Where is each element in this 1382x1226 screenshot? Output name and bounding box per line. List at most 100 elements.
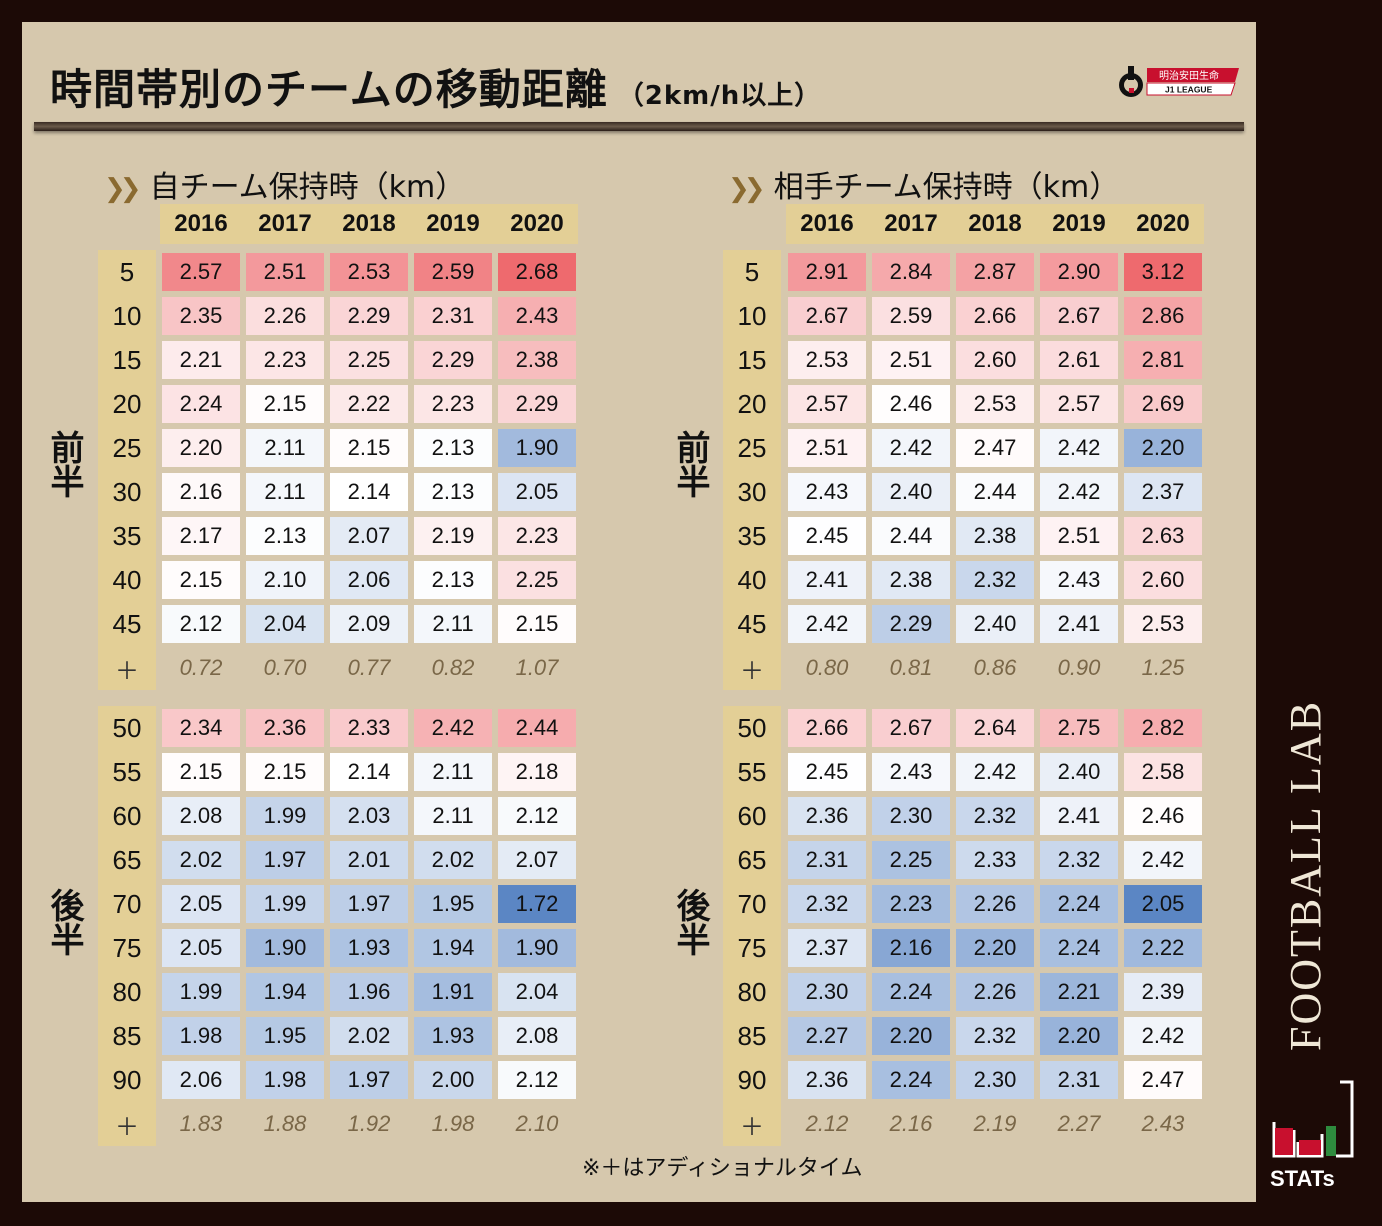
heatmap-cell: 1.94: [414, 929, 492, 967]
minute-label: 25: [737, 432, 767, 463]
minute-label: 90: [737, 1064, 767, 1095]
additional-time-value: 0.72: [179, 655, 223, 680]
heatmap-cell: 2.32: [956, 1017, 1034, 1055]
minute-label: 45: [112, 608, 142, 639]
heatmap-cell: 2.51: [1040, 517, 1118, 555]
year-header: 2016: [800, 210, 854, 237]
heatmap-cell: 1.90: [498, 429, 576, 467]
minute-label: 60: [737, 800, 767, 831]
additional-time-label: ＋: [740, 657, 764, 685]
heatmap-cell: 2.87: [956, 253, 1034, 291]
year-header-band: [786, 204, 1204, 244]
heatmap-cell: 2.53: [1124, 605, 1202, 643]
heatmap-cell: 2.44: [956, 473, 1034, 511]
heatmap-cell: 2.29: [414, 341, 492, 379]
heatmap-cell: 2.60: [956, 341, 1034, 379]
heatmap-cell: 2.12: [162, 605, 240, 643]
minute-label: 5: [744, 256, 760, 287]
half-label-first-right: 前半: [670, 430, 710, 498]
heatmap-cell: 1.96: [330, 973, 408, 1011]
heatmap-cell: 2.37: [1124, 473, 1202, 511]
half-label-first-left: 前半: [44, 430, 84, 498]
heatmap-cell: 2.31: [788, 841, 866, 879]
footnote: ※＋はアディショナルタイム: [582, 1156, 863, 1181]
heatmap-cell: 2.86: [1124, 297, 1202, 335]
heatmap-cell: 2.41: [1040, 797, 1118, 835]
heatmap-cell: 2.04: [246, 605, 324, 643]
heatmap-cell: 2.42: [956, 753, 1034, 791]
additional-time-value: 1.25: [1141, 655, 1185, 680]
heatmap-cell: 2.20: [1124, 429, 1202, 467]
heatmap-cell: 2.57: [162, 253, 240, 291]
heatmap-cell: 2.13: [246, 517, 324, 555]
title-text: 時間帯別のチームの移動距離: [50, 65, 608, 114]
heatmap-cell: 2.22: [1124, 929, 1202, 967]
minute-label-column: [98, 250, 156, 690]
minute-label-column: [723, 706, 781, 1146]
heatmap-cell: 2.18: [498, 753, 576, 791]
heatmap-cell: 2.25: [330, 341, 408, 379]
heatmap-cell: 2.36: [246, 709, 324, 747]
heatmap-cell: 2.06: [330, 561, 408, 599]
minute-label: 30: [737, 476, 767, 507]
heatmap-cell: 2.67: [788, 297, 866, 335]
section-title-own-text: 自チーム保持時（km）: [149, 170, 466, 205]
heatmap-cell: 2.09: [330, 605, 408, 643]
heatmap-cell: 2.36: [788, 1061, 866, 1099]
minute-label: 90: [112, 1064, 142, 1095]
heatmap-cell: 2.23: [498, 517, 576, 555]
minute-label: 30: [112, 476, 142, 507]
section-title-opponent-text: 相手チーム保持時（km）: [773, 170, 1120, 205]
additional-time-value: 1.98: [431, 1111, 475, 1136]
heatmap-cell: 1.97: [330, 885, 408, 923]
year-header: 2018: [968, 210, 1022, 237]
heatmap-cell: 2.31: [1040, 1061, 1118, 1099]
additional-time-value: 2.12: [805, 1111, 849, 1136]
additional-time-value: 2.16: [889, 1111, 933, 1136]
heatmap-cell: 2.43: [788, 473, 866, 511]
heatmap-cell: 2.23: [414, 385, 492, 423]
heatmap-cell: 2.84: [872, 253, 950, 291]
heatmap-cell: 2.57: [1040, 385, 1118, 423]
heatmap-cell: 2.10: [246, 561, 324, 599]
heatmap-cell: 1.99: [162, 973, 240, 1011]
heatmap-cell: 2.66: [956, 297, 1034, 335]
heatmap-cell: 2.31: [414, 297, 492, 335]
minute-label: 65: [112, 844, 142, 875]
heatmap-cell: 2.20: [1040, 1017, 1118, 1055]
heatmap-cell: 2.42: [414, 709, 492, 747]
heatmap-cell: 2.20: [956, 929, 1034, 967]
heatmap-cell: 2.04: [498, 973, 576, 1011]
additional-time-label: ＋: [115, 1113, 139, 1141]
heatmap-cell: 2.08: [162, 797, 240, 835]
heatmap-cell: 2.14: [330, 473, 408, 511]
heatmap-cell: 2.46: [1124, 797, 1202, 835]
heatmap-cell: 1.95: [414, 885, 492, 923]
heatmap-cell: 1.90: [246, 929, 324, 967]
year-header: 2017: [884, 210, 938, 237]
heatmap-cell: 2.32: [956, 561, 1034, 599]
heatmap-cell: 2.25: [498, 561, 576, 599]
year-header: 2018: [342, 210, 396, 237]
heatmap-cell: 2.20: [162, 429, 240, 467]
heatmap-cell: 2.63: [1124, 517, 1202, 555]
heatmap-cell: 2.14: [330, 753, 408, 791]
minute-label: 15: [112, 344, 142, 375]
heatmap-cell: 2.16: [872, 929, 950, 967]
additional-time-label: ＋: [115, 657, 139, 685]
heatmap-cell: 2.53: [788, 341, 866, 379]
additional-time-value: 1.07: [515, 655, 559, 680]
heatmap-cell: 1.94: [246, 973, 324, 1011]
heatmap-cell: 2.38: [498, 341, 576, 379]
heatmap-cell: 2.46: [872, 385, 950, 423]
heatmap-cell: 2.11: [414, 797, 492, 835]
heatmap-cell: 2.64: [956, 709, 1034, 747]
heatmap-cell: 2.32: [788, 885, 866, 923]
heatmap-cell: 1.91: [414, 973, 492, 1011]
minute-label: 10: [112, 300, 142, 331]
heatmap-cell: 2.33: [956, 841, 1034, 879]
heatmap-cell: 2.26: [956, 885, 1034, 923]
heatmap-cell: 2.47: [956, 429, 1034, 467]
minute-label: 70: [737, 888, 767, 919]
heatmap-cell: 2.51: [872, 341, 950, 379]
